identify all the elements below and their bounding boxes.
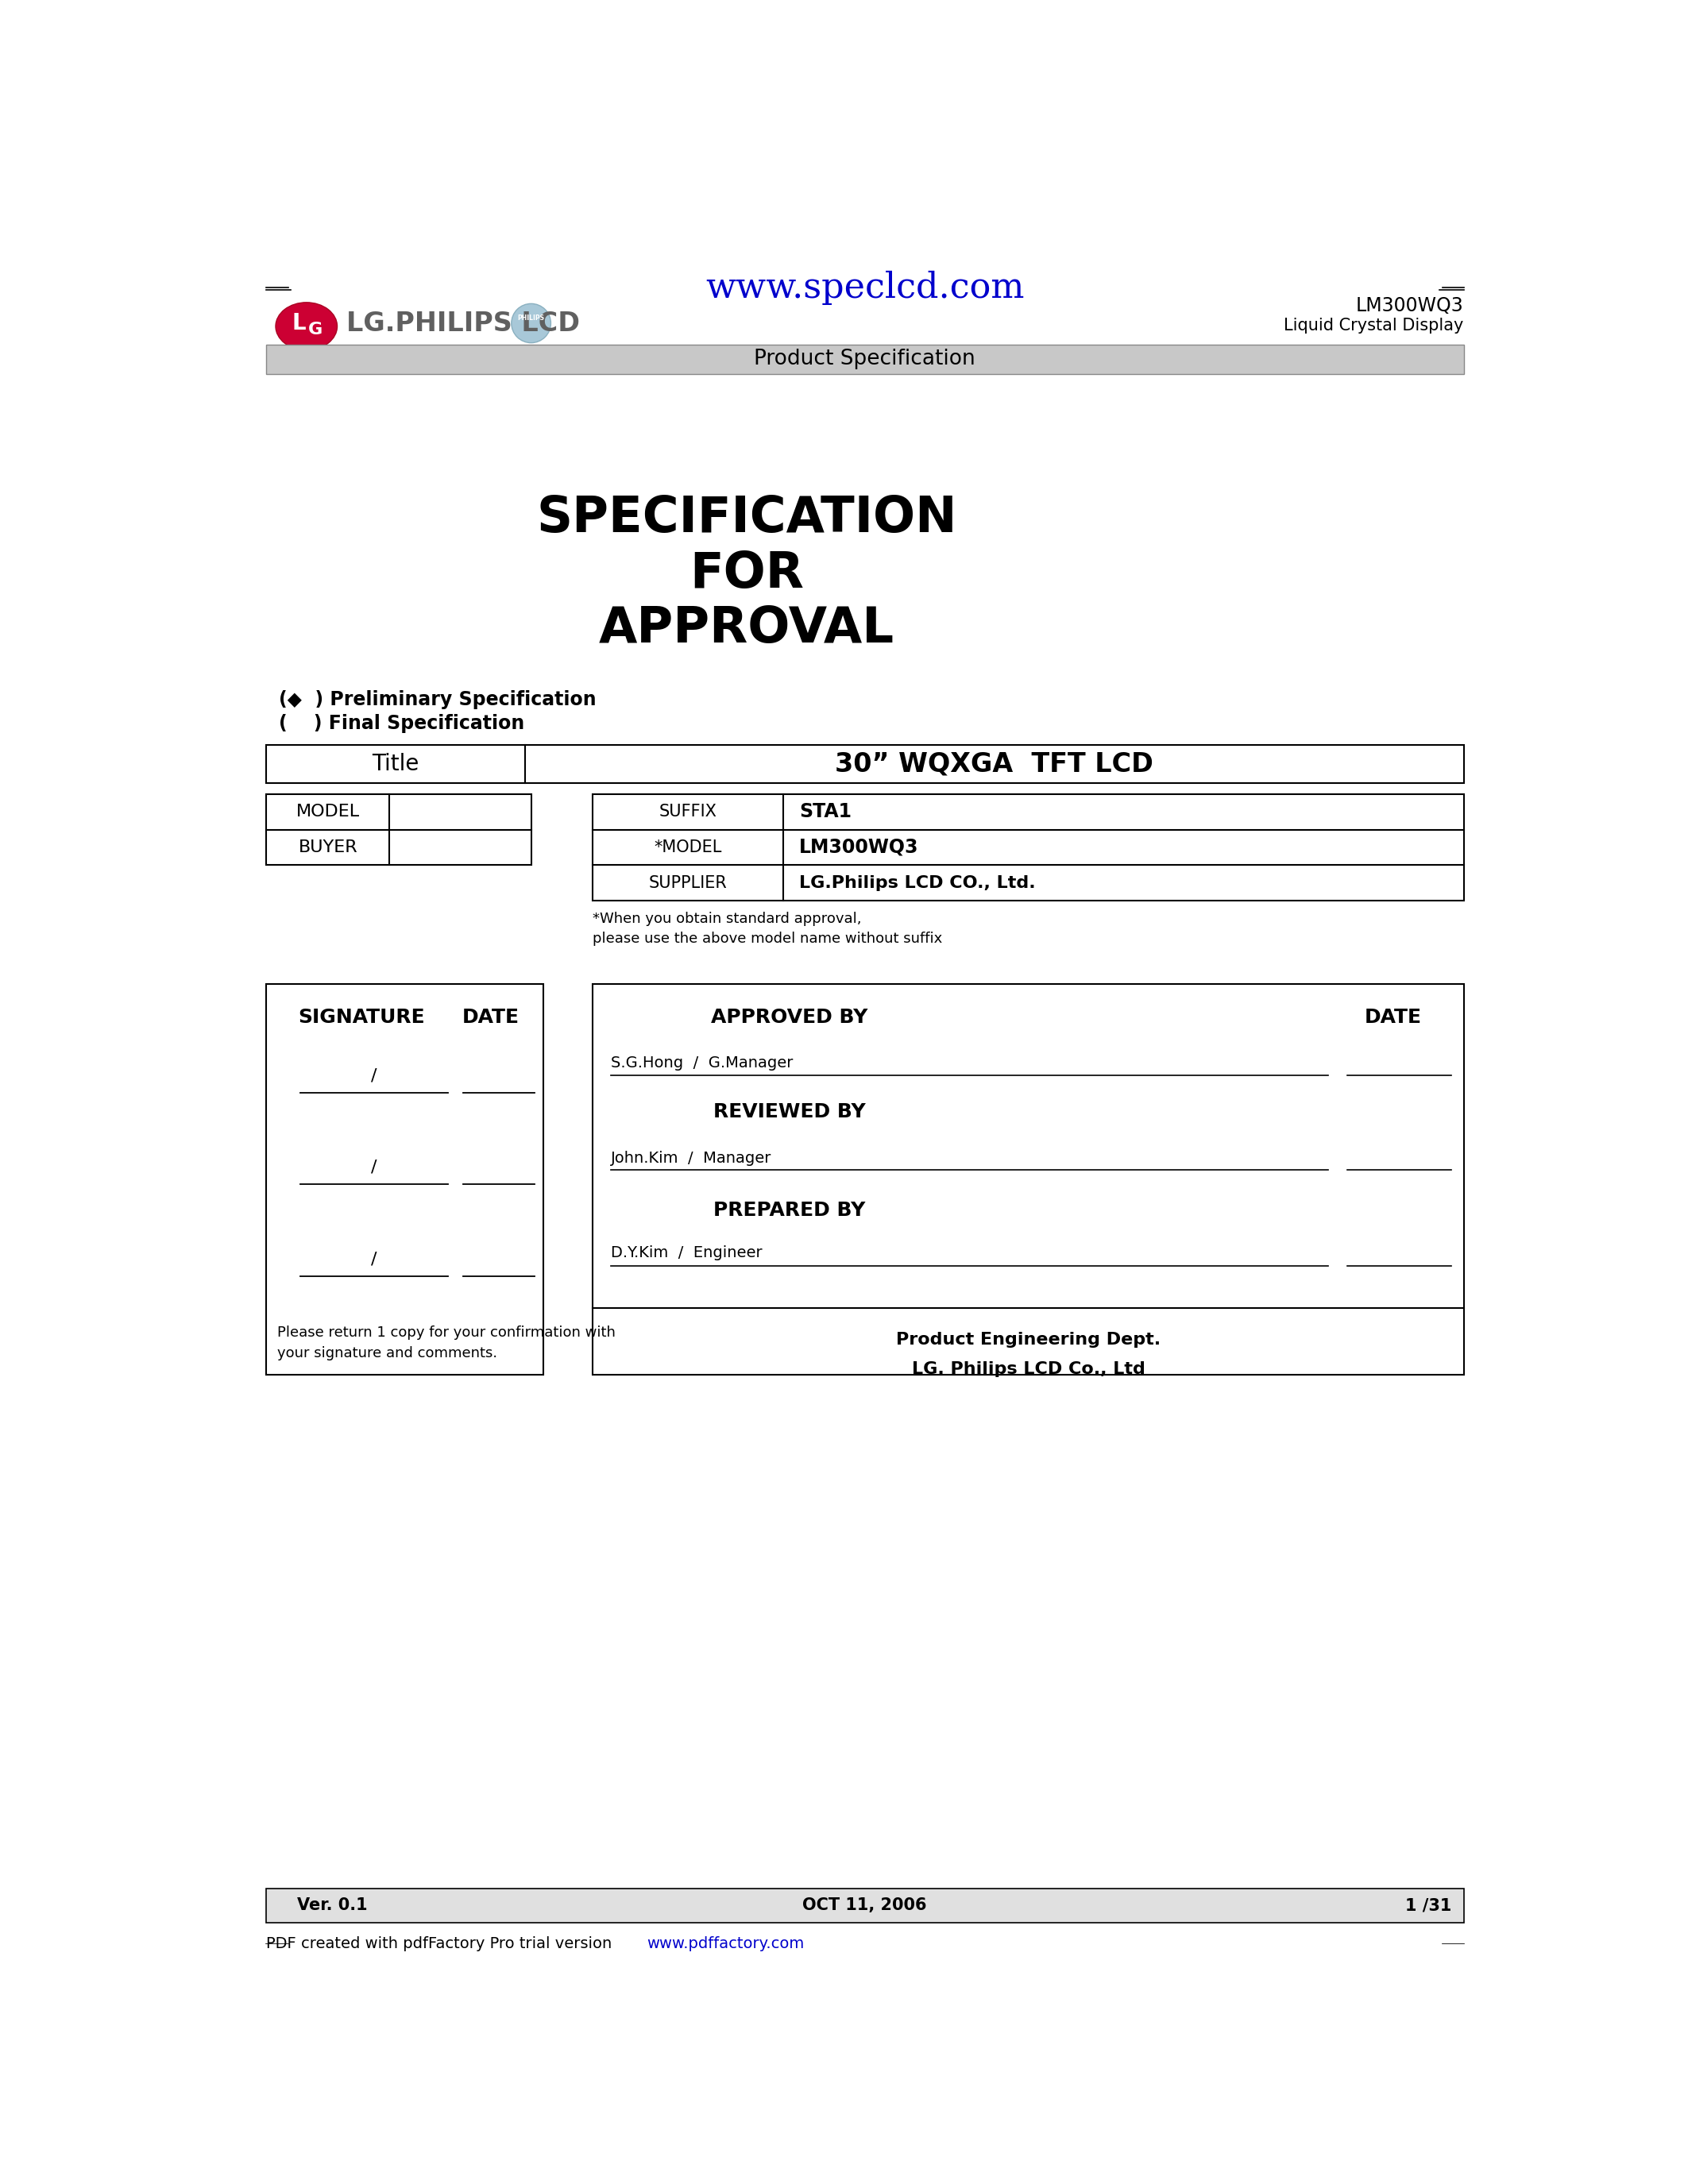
Bar (592, 983, 1463, 1376)
Text: (    ) Final Specification: ( ) Final Specification (279, 714, 525, 734)
Text: (◆  ) Preliminary Specification: (◆ ) Preliminary Specification (279, 690, 596, 710)
Text: G: G (307, 321, 322, 336)
Text: Ver. 0.1: Ver. 0.1 (297, 1898, 368, 1913)
Text: LM300WQ3: LM300WQ3 (798, 839, 918, 856)
Bar (267, 1889, 1463, 1922)
Text: your signature and comments.: your signature and comments. (277, 1348, 498, 1361)
Text: DATE: DATE (1364, 1007, 1421, 1026)
Text: L: L (292, 312, 306, 334)
Bar (592, 795, 1463, 900)
Text: BUYER: BUYER (299, 839, 358, 856)
Text: SPECIFICATION: SPECIFICATION (537, 496, 957, 544)
Text: John.Kim  /  Manager: John.Kim / Manager (611, 1151, 771, 1166)
Text: PDF created with pdfFactory Pro trial version: PDF created with pdfFactory Pro trial ve… (267, 1937, 618, 1950)
Text: *MODEL: *MODEL (655, 839, 722, 856)
Text: *When you obtain standard approval,: *When you obtain standard approval, (592, 911, 861, 926)
Text: www.speclcd.com: www.speclcd.com (706, 271, 1025, 306)
Bar (267, 983, 544, 1376)
Text: Product Engineering Dept.: Product Engineering Dept. (896, 1332, 1161, 1348)
Text: S.G.Hong  /  G.Manager: S.G.Hong / G.Manager (611, 1055, 793, 1070)
Circle shape (511, 304, 550, 343)
Text: SUFFIX: SUFFIX (658, 804, 717, 819)
Bar (267, 795, 532, 865)
Text: 30” WQXGA  TFT LCD: 30” WQXGA TFT LCD (836, 751, 1153, 778)
Text: PHILIPS: PHILIPS (518, 314, 545, 321)
Text: www.pdffactory.com: www.pdffactory.com (647, 1937, 805, 1950)
Text: FOR: FOR (689, 550, 803, 598)
Text: APPROVAL: APPROVAL (599, 605, 895, 653)
Text: LG. Philips LCD Co., Ltd: LG. Philips LCD Co., Ltd (912, 1361, 1144, 1376)
Text: Title: Title (371, 753, 419, 775)
Text: Product Specification: Product Specification (755, 349, 976, 369)
Text: /: / (371, 1068, 376, 1083)
Text: SIGNATURE: SIGNATURE (299, 1007, 425, 1026)
Text: LG.Philips LCD CO., Ltd.: LG.Philips LCD CO., Ltd. (798, 876, 1035, 891)
Text: D.Y.Kim  /  Engineer: D.Y.Kim / Engineer (611, 1245, 763, 1260)
Text: LG.PHILIPS LCD: LG.PHILIPS LCD (346, 310, 581, 336)
Text: OCT 11, 2006: OCT 11, 2006 (802, 1898, 927, 1913)
Text: 1 /31: 1 /31 (1404, 1898, 1452, 1913)
Bar (267, 345, 1463, 373)
Text: STA1: STA1 (798, 802, 851, 821)
Text: REVIEWED BY: REVIEWED BY (714, 1103, 866, 1123)
Text: SUPPLIER: SUPPLIER (648, 876, 728, 891)
Text: Liquid Crystal Display: Liquid Crystal Display (1285, 317, 1463, 334)
Bar (267, 745, 1463, 784)
Text: APPROVED BY: APPROVED BY (711, 1007, 868, 1026)
Text: DATE: DATE (463, 1007, 520, 1026)
Ellipse shape (275, 301, 338, 349)
Text: /: / (371, 1160, 376, 1175)
Text: LM300WQ3: LM300WQ3 (1355, 297, 1463, 317)
Text: please use the above model name without suffix: please use the above model name without … (592, 930, 942, 946)
Text: /: / (371, 1251, 376, 1267)
Text: Please return 1 copy for your confirmation with: Please return 1 copy for your confirmati… (277, 1326, 616, 1339)
Text: PREPARED BY: PREPARED BY (714, 1201, 866, 1219)
Text: MODEL: MODEL (295, 804, 360, 819)
